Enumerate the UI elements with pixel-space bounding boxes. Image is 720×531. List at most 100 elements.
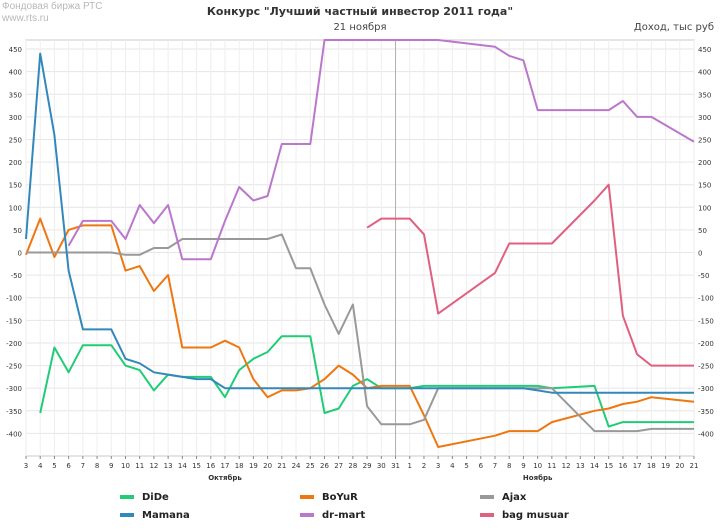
legend-item-dr-mart: dr-mart [300,508,365,522]
x-tick-label: 12 [149,462,158,470]
x-tick-label: 18 [235,462,244,470]
y-tick-label-right: 50 [698,227,707,235]
y-tick-label-left: 400 [9,69,22,77]
chart-subtitle: 21 ноября [333,22,387,33]
chart-title: Конкурс "Лучший частный инвестор 2011 го… [206,5,514,18]
legend-label: DiDe [142,491,169,503]
y-tick-label-right: 300 [698,114,711,122]
legend-label: BoYuR [322,491,358,503]
x-tick-label: 20 [675,462,684,470]
y-tick-label-right: -350 [698,408,714,416]
y-tick-label-right: -50 [698,272,709,280]
x-tick-label: 17 [221,462,230,470]
month-label: Ноябрь [523,474,553,482]
x-tick-label: 28 [348,462,357,470]
x-tick-label: 19 [249,462,258,470]
x-tick-label: 21 [277,462,286,470]
y-tick-label-right: 0 [698,250,702,258]
x-tick-label: 6 [479,462,484,470]
x-tick-label: 1 [408,462,412,470]
x-tick-label: 14 [590,462,599,470]
x-tick-label: 2 [422,462,426,470]
x-tick-label: 21 [690,462,699,470]
y-tick-label-right: 100 [698,204,711,212]
legend-swatch [300,513,314,517]
y-tick-label-left: -100 [6,295,22,303]
x-tick-label: 18 [647,462,656,470]
watermark-exchange: Фондовая биржа РТС [2,1,103,12]
legend-swatch [120,513,134,517]
y-tick-label-left: 150 [9,182,22,190]
x-tick-label: 4 [38,462,43,470]
y-tick-label-right: 150 [698,182,711,190]
x-tick-label: 15 [192,462,201,470]
x-tick-label: 8 [507,462,511,470]
month-label: Октябрь [208,474,242,482]
legend-label: Mamana [142,509,190,521]
y-tick-label-right: 350 [698,91,711,99]
watermark-url: www.rts.ru [2,13,49,24]
y-tick-label-right: 250 [698,136,711,144]
y-tick-label-left: -150 [6,317,22,325]
legend-item-boyur: BoYuR [300,490,358,504]
x-tick-label: 11 [135,462,144,470]
legend-label: bag musuar [502,509,569,521]
y-tick-label-left: -250 [6,363,22,371]
y-tick-label-right: -200 [698,340,714,348]
x-tick-label: 15 [604,462,613,470]
x-tick-label: 9 [109,462,113,470]
x-tick-label: 5 [464,462,468,470]
legend-swatch [480,495,494,499]
y-tick-label-left: 0 [18,250,22,258]
x-tick-label: 9 [521,462,525,470]
y-tick-label-left: -300 [6,385,22,393]
legend-item-mamana: Mamana [120,508,190,522]
series-line-bag-musuar [366,183,694,367]
x-tick-label: 13 [164,462,173,470]
y-tick-label-left: -400 [6,430,22,438]
y-tick-label-left: 200 [9,159,22,167]
legend-item-ajax: Ajax [480,490,526,504]
y-tick-label-right: -400 [698,430,714,438]
legend-swatch [480,513,494,517]
x-tick-label: 20 [263,462,272,470]
y-tick-label-left: 250 [9,136,22,144]
y-tick-label-left: -200 [6,340,22,348]
x-tick-label: 16 [618,462,627,470]
legend-label: dr-mart [322,509,366,521]
x-tick-label: 3 [24,462,28,470]
y-tick-label-left: 450 [9,46,22,54]
x-tick-label: 10 [533,462,542,470]
y-tick-label-right: -250 [698,363,714,371]
x-tick-label: 19 [661,462,670,470]
y-tick-label-right: -100 [698,295,714,303]
legend-item-bag-musuar: bag musuar [480,508,569,522]
series-line-dr-mart [67,39,695,261]
x-tick-label: 24 [292,462,301,470]
x-tick-label: 5 [52,462,56,470]
x-tick-label: 11 [547,462,556,470]
legend-swatch [300,495,314,499]
y-tick-label-left: 100 [9,204,22,212]
x-tick-label: 26 [320,462,329,470]
x-tick-label: 13 [576,462,585,470]
x-tick-label: 4 [450,462,455,470]
series-line-ajax [26,233,694,433]
y-tick-label-left: -50 [11,272,22,280]
x-tick-label: 16 [206,462,215,470]
legend-label: Ajax [502,491,527,503]
y-tick-label-left: 350 [9,91,22,99]
x-tick-label: 29 [363,462,372,470]
y-tick-label-right: 450 [698,46,711,54]
x-tick-label: 8 [95,462,99,470]
x-tick-label: 17 [633,462,642,470]
x-tick-label: 7 [81,462,85,470]
x-tick-label: 27 [334,462,343,470]
y-tick-label-right: -150 [698,317,714,325]
x-tick-label: 7 [493,462,497,470]
legend-item-dide: DiDe [120,490,169,504]
x-tick-label: 25 [306,462,315,470]
series-line-mamana [25,52,694,394]
series-line-dide [39,335,694,428]
